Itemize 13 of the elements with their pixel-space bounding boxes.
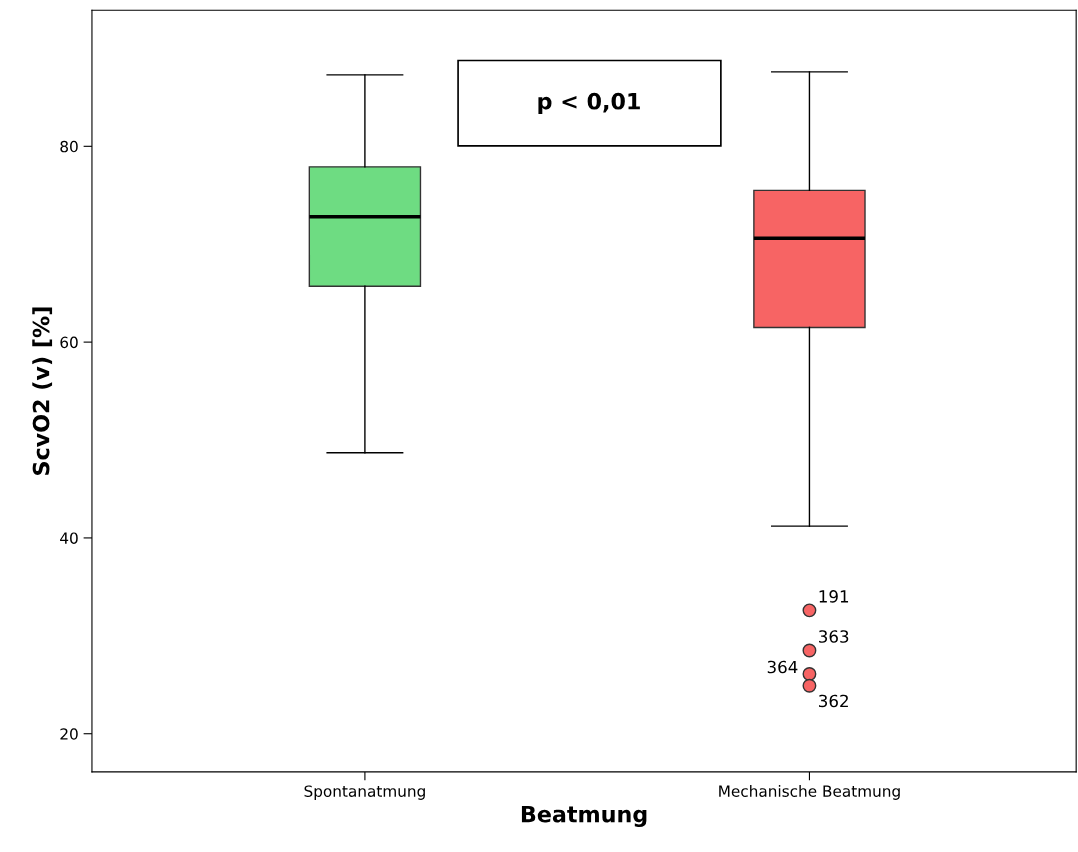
annotation: 364: [767, 660, 798, 674]
y-axis-title: ScvO2 (v) [%]: [32, 307, 53, 475]
x-tick-label: Mechanische Beatmung: [719, 785, 900, 800]
x-axis-title: Beatmung: [521, 805, 647, 827]
y-tick-label: 60: [60, 336, 78, 349]
x-tick-label: Spontanatmung: [304, 785, 425, 800]
annotation: p < 0,01: [538, 92, 640, 114]
annotation: 362: [819, 694, 848, 708]
y-tick-label: 40: [60, 532, 78, 544]
annotation: 363: [819, 630, 849, 643]
y-tick-label: 20: [60, 728, 78, 740]
annotation: 191: [819, 590, 849, 603]
y-tick-label: 80: [60, 140, 78, 153]
